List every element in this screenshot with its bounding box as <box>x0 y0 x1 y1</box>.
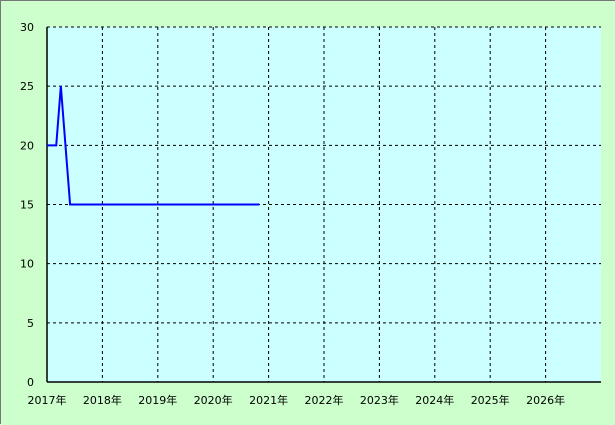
y-tick-label: 0 <box>27 376 34 389</box>
series-line <box>47 86 260 206</box>
y-tick-label: 5 <box>27 317 34 330</box>
x-tick-label: 2025年 <box>471 393 510 407</box>
y-tick-label: 20 <box>20 139 34 152</box>
y-tick-label: 10 <box>20 258 34 271</box>
y-tick-label: 30 <box>20 21 34 34</box>
y-tick-label: 25 <box>20 80 34 93</box>
x-tick-label: 2019年 <box>138 393 177 407</box>
y-tick-label: 15 <box>20 199 34 212</box>
x-tick-label: 2026年 <box>526 393 565 407</box>
x-tick-label: 2018年 <box>83 393 122 407</box>
x-tick-label: 2023年 <box>360 393 399 407</box>
x-tick-label: 2020年 <box>194 393 233 407</box>
x-tick-label: 2024年 <box>415 393 454 407</box>
x-tick-label: 2021年 <box>249 393 288 407</box>
x-tick-label: 2022年 <box>305 393 344 407</box>
x-tick-label: 2017年 <box>28 393 67 407</box>
